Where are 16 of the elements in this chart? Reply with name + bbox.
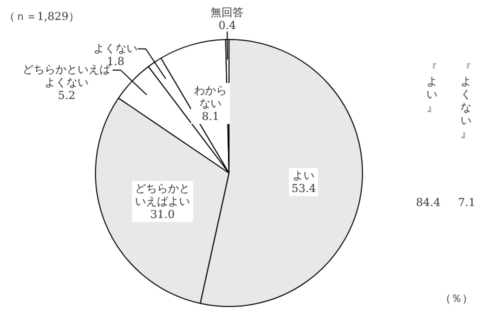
slice-label: どちらかといえばよい	[134, 182, 192, 208]
text: 84.4	[416, 196, 440, 210]
data-label: 5.2	[56, 89, 76, 102]
data-label: 31.0	[149, 208, 176, 221]
text: 『よい』	[426, 62, 438, 114]
slice-label: よい	[292, 168, 316, 182]
data-label: 8.1	[200, 110, 220, 123]
text: 『よくない』	[460, 62, 472, 140]
data-label: 0.4	[217, 18, 237, 32]
slice-label: わからない	[193, 84, 228, 110]
text: 7.1	[458, 196, 476, 210]
slice-label: 無回答	[210, 6, 244, 18]
data-label: 53.4	[291, 182, 316, 195]
text: （％）	[440, 292, 473, 306]
text: （ｎ＝1,829）	[4, 10, 80, 24]
slice-label: よくない	[94, 42, 138, 55]
